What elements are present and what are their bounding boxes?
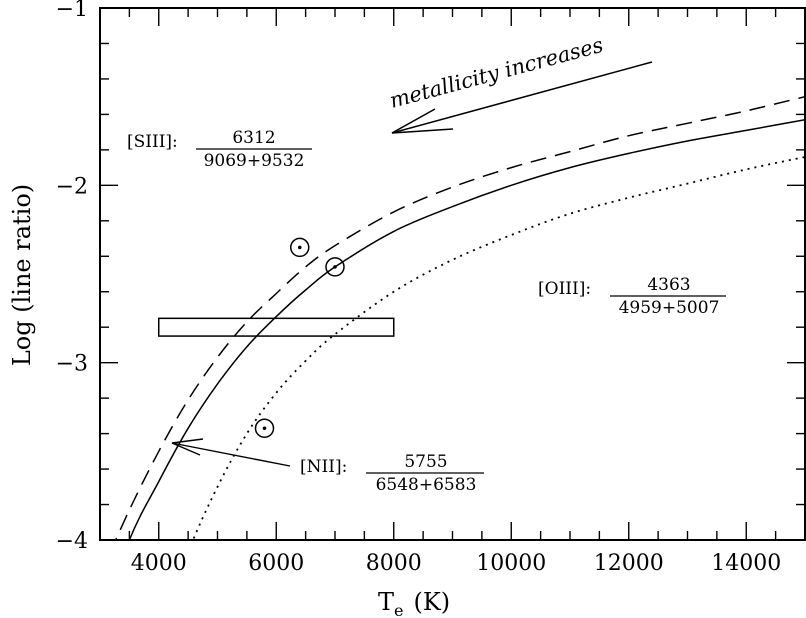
- y-tick-label: −2: [56, 174, 88, 199]
- points-layer: [254, 237, 345, 439]
- x-tick-label: 12000: [594, 551, 664, 576]
- oiii-numerator: 4363: [647, 275, 690, 295]
- y-tick-label: −3: [56, 352, 88, 377]
- metallicity-arrow: [391, 61, 653, 134]
- oiii-denominator: 4959+5007: [619, 298, 720, 318]
- tick-labels-layer: 4000 6000 8000 10000 12000 14000 −4 −3 −2 −1: [56, 0, 782, 576]
- nii-label: [NII]:: [300, 457, 347, 477]
- siii-denominator: 9069+9532: [204, 151, 305, 171]
- nii-numerator: 5755: [404, 452, 447, 472]
- ticks-layer: [99, 7, 806, 541]
- siii-annotation: [SIII]: 6312 9069+9532: [127, 128, 312, 171]
- x-tick-label: 10000: [476, 551, 546, 576]
- oiii-label: [OIII]:: [538, 279, 591, 299]
- data-point-dot-siii: [297, 245, 302, 250]
- siii-numerator: 6312: [232, 128, 275, 148]
- x-tick-label: 14000: [711, 551, 781, 576]
- box-layer: [158, 317, 395, 337]
- data-point-dot-oiii: [333, 265, 337, 269]
- x-tick-label: 6000: [248, 551, 304, 576]
- data-point-marker-oiii: [325, 257, 345, 277]
- series-line-siii: [114, 95, 805, 540]
- nii-pointer-arrow: [171, 438, 291, 467]
- x-tick-label: 4000: [131, 551, 187, 576]
- siii-label: [SIII]:: [127, 132, 178, 152]
- x-tick-label: 8000: [366, 551, 422, 576]
- nii-annotation: [NII]: 5755 6548+6583: [300, 452, 484, 495]
- y-tick-label: −1: [56, 0, 88, 22]
- data-point-dot-nii: [262, 426, 267, 431]
- series-line-oiii: [128, 118, 805, 540]
- nii-denominator: 6548+6583: [376, 475, 477, 495]
- y-tick-label: −4: [56, 529, 88, 554]
- y-axis-title: Log (line ratio): [8, 184, 36, 366]
- data-point-marker-siii: [290, 237, 310, 258]
- temperature-range-box: [158, 317, 395, 337]
- x-axis-title: Te (K): [378, 588, 450, 618]
- metallicity-label: metallicity increases: [387, 33, 606, 113]
- data-point-marker-nii: [254, 418, 275, 439]
- series-line-nii: [192, 156, 805, 540]
- oiii-annotation: [OIII]: 4363 4959+5007: [538, 275, 726, 318]
